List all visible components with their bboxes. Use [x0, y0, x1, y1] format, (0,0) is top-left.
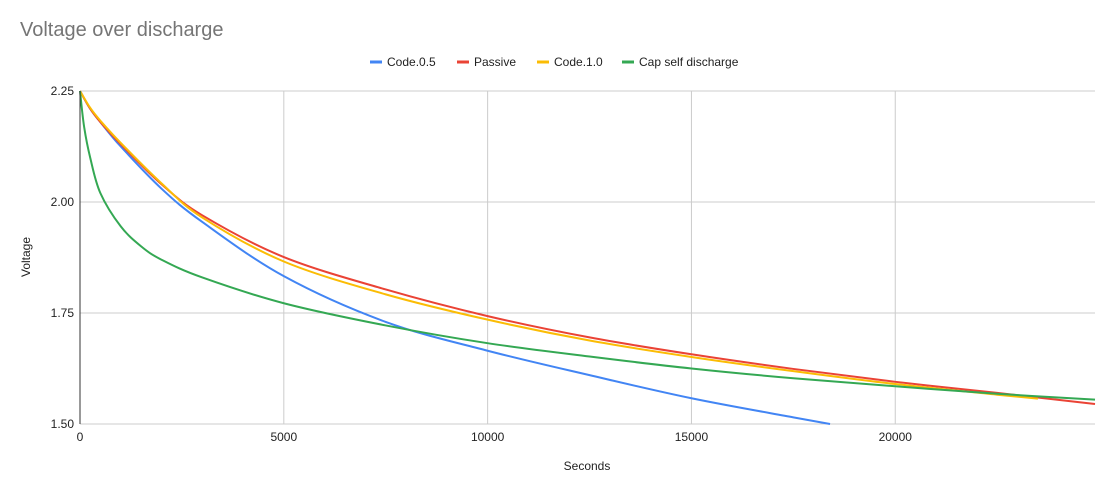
y-tick-label: 1.75	[51, 306, 75, 320]
legend-item: Code.0.5	[387, 55, 436, 69]
series-line-2	[79, 90, 1039, 400]
y-tick-label: 2.25	[51, 84, 75, 98]
legend-item: Code.1.0	[554, 55, 603, 69]
y-tick-label: 2.00	[51, 195, 75, 209]
x-tick-label: 10000	[471, 430, 505, 444]
series-line-3	[79, 90, 1096, 401]
legend-item: Passive	[474, 55, 516, 69]
x-tick-label: 0	[77, 430, 84, 444]
x-tick-label: 5000	[270, 430, 297, 444]
chart-title: Voltage over discharge	[20, 19, 223, 41]
y-axis-label: Voltage	[19, 237, 33, 277]
series-lines	[79, 90, 1096, 425]
x-tick-label: 20000	[879, 430, 913, 444]
x-axis-label: Seconds	[564, 459, 611, 473]
x-tick-label: 15000	[675, 430, 709, 444]
legend-item: Cap self discharge	[639, 55, 739, 69]
series-line-0	[79, 90, 831, 425]
legend: Code.0.5 Passive Code.1.0 Cap self discharg…	[370, 55, 739, 69]
y-tick-label: 1.50	[51, 417, 75, 431]
axes: 1.50 1.75 2.00 2.25 0 5000 10000 15000 20000	[51, 84, 913, 444]
